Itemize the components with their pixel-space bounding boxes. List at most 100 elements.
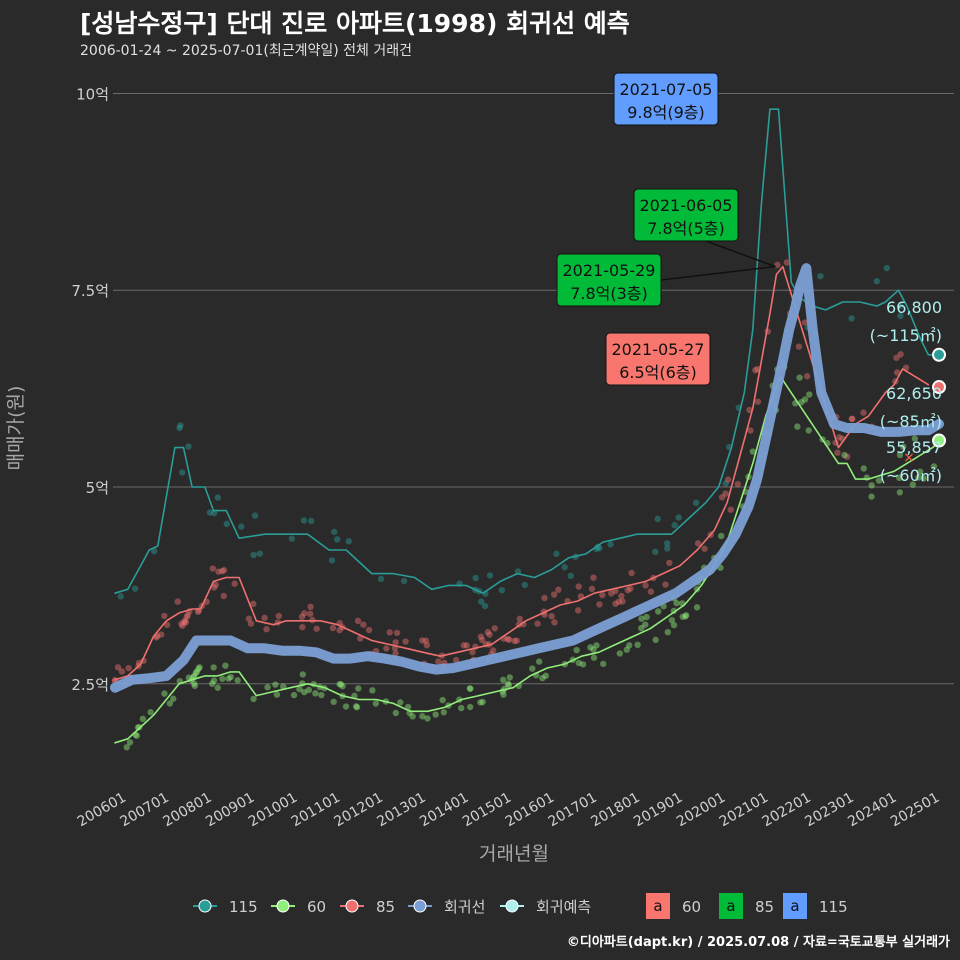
scatter-point-85 (642, 582, 649, 589)
scatter-point-60 (655, 608, 662, 615)
scatter-point-60 (161, 690, 168, 697)
scatter-point-115 (377, 575, 385, 583)
scatter-point-60 (191, 682, 199, 690)
scatter-point-115 (567, 572, 574, 580)
scatter-point-85 (746, 406, 753, 414)
forecast-point-115 (932, 347, 947, 362)
scatter-point-60 (466, 685, 474, 692)
y-tick-label: 2.5억 (71, 676, 109, 694)
scatter-point-85 (836, 434, 843, 441)
forecast-points: 66,800 (~115㎡) 62,650 (~85㎡) 55,857 (~60㎡)× (870, 298, 947, 485)
scatter-point-60 (147, 709, 154, 716)
scatter-point-115 (345, 538, 352, 545)
scatter-point-60 (123, 744, 130, 751)
scatter-point-85 (435, 658, 442, 665)
y-tick-label: 7.5억 (71, 282, 109, 300)
scatter-point-115 (131, 585, 139, 592)
scatter-point-85 (477, 633, 485, 640)
scatter-point-60 (841, 451, 848, 459)
scatter-point-60 (749, 448, 757, 455)
scatter-point-60 (196, 664, 203, 671)
scatter-point-85 (383, 645, 390, 652)
scatter-point-115 (478, 598, 485, 605)
legend-box (646, 893, 670, 919)
legend-marker (345, 899, 359, 913)
scatter-point-60 (718, 532, 725, 540)
scatter-point-85 (662, 581, 669, 588)
scatter-point-85 (215, 568, 222, 575)
scatter-point-60 (139, 715, 147, 723)
scatter-point-85 (261, 614, 268, 622)
scatter-point-115 (561, 563, 568, 571)
scatter-point-85 (599, 591, 606, 599)
scatter-point-60 (312, 690, 319, 697)
scatter-point-85 (231, 580, 238, 587)
scatter-point-60 (352, 703, 360, 710)
scatter-point-85 (489, 647, 497, 654)
scatter-point-60 (214, 684, 221, 691)
scatter-point-85 (574, 607, 582, 614)
scatter-point-85 (608, 590, 615, 597)
scatter-point-85 (212, 581, 219, 588)
annotation-leader (660, 265, 775, 281)
scatter-point-60 (542, 672, 550, 679)
scatter-point-60 (673, 599, 680, 607)
scatter-point-60 (392, 709, 400, 717)
legend-box (783, 893, 807, 919)
scatter-point-115 (848, 315, 855, 322)
scatter-point-85 (555, 586, 562, 593)
scatter-point-60 (638, 615, 645, 622)
scatter-point-60 (920, 475, 928, 482)
scatter-point-60 (225, 675, 232, 682)
y-axis-label: 매매가(원) (5, 386, 27, 471)
series-line-115 (114, 108, 938, 595)
scatter-point-85 (114, 664, 122, 671)
scatter-point-60 (909, 481, 917, 488)
scatter-point-85 (181, 617, 189, 624)
scatter-point-85 (299, 623, 306, 631)
scatter-point-115 (498, 586, 506, 594)
scatter-point-115 (652, 548, 659, 556)
scatter-point-85 (504, 635, 511, 643)
forecast-point-85 (932, 380, 947, 395)
scatter-point-85 (219, 567, 226, 575)
scatter-point-115 (251, 512, 259, 519)
scatter-point-60 (458, 704, 465, 712)
scatter-point-60 (195, 665, 202, 672)
annotation-box (605, 332, 711, 386)
scatter-point-85 (163, 621, 171, 629)
scatter-point-85 (534, 620, 541, 627)
scatter-point-60 (185, 674, 193, 681)
x-tick-label: 201401 (417, 790, 471, 831)
scatter-point-85 (843, 453, 851, 460)
scatter-point-85 (118, 668, 126, 675)
x-tick-label: 201201 (332, 790, 386, 831)
scatter-point-60 (679, 613, 686, 620)
scatter-point-115 (486, 572, 494, 579)
scatter-point-85 (336, 626, 343, 634)
scatter-point-60 (616, 650, 623, 657)
scatter-point-60 (372, 700, 380, 707)
scatter-point-85 (722, 490, 729, 497)
scatter-point-85 (747, 427, 754, 434)
scatter-point-85 (422, 637, 430, 644)
annotation-date: 2021-05-27 (612, 340, 705, 359)
scatter-point-85 (647, 588, 655, 595)
forecast-cross-marker: × (903, 450, 915, 466)
scatter-point-115 (873, 277, 880, 285)
scatter-point-85 (178, 620, 185, 627)
scatter-point-60 (477, 699, 484, 706)
scatter-point-85 (724, 476, 732, 483)
scatter-point-85 (365, 626, 373, 634)
scatter-point-85 (694, 540, 702, 547)
scatter-point-60 (227, 673, 235, 681)
x-tick-label: 202501 (888, 790, 942, 831)
scatter-point-60 (806, 391, 813, 398)
scatter-point-85 (157, 631, 165, 638)
scatter-point-60 (911, 435, 919, 442)
scatter-point-60 (439, 696, 446, 704)
forecast-area-label: (~60㎡) (880, 466, 942, 485)
scatter-point-115 (883, 264, 891, 272)
scatter-point-60 (404, 703, 412, 711)
scatter-point-85 (575, 583, 582, 590)
